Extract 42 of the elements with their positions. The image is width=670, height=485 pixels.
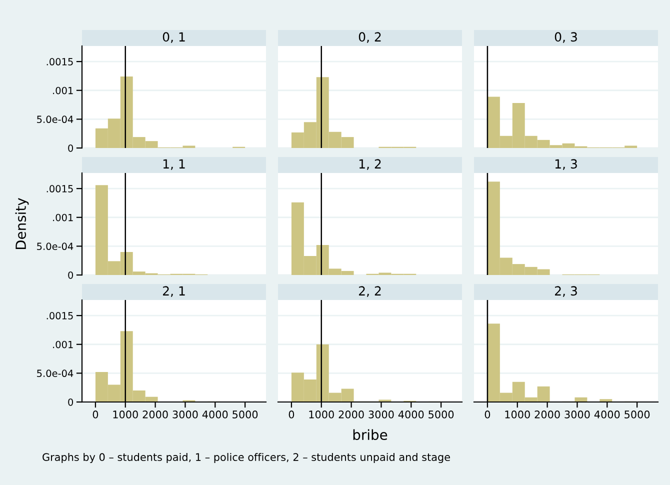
x-tick-label: 1000 xyxy=(505,410,530,418)
y-tick-label: 5.0e-04 xyxy=(37,242,74,250)
x-tick-label: 1000 xyxy=(309,410,334,418)
y-tick-label: .0015 xyxy=(46,185,73,192)
chart-title: 2, 1 xyxy=(162,286,185,297)
x-tick-label: 5000 xyxy=(624,410,650,418)
chart-title: 2, 2 xyxy=(358,286,381,297)
x-tick-label: 4000 xyxy=(202,410,228,418)
x-tick-label: 3000 xyxy=(564,410,590,418)
chart-title: 1, 1 xyxy=(163,159,185,170)
chart-title: 0, 2 xyxy=(358,32,381,43)
y-tick-label: 5.0e-04 xyxy=(37,116,74,124)
x-axis-title: bribe xyxy=(353,429,388,440)
x-tick-label: 2000 xyxy=(338,410,364,418)
x-tick-label: 5000 xyxy=(428,410,454,418)
x-tick-label: 3000 xyxy=(172,410,198,418)
x-tick-label: 2000 xyxy=(142,410,168,418)
chart-title: 2, 3 xyxy=(554,286,577,297)
x-tick-label: 0 xyxy=(288,410,294,418)
y-tick-label: 5.0e-04 xyxy=(37,370,74,378)
y-tick-label: .0015 xyxy=(46,58,73,66)
chart-title: 1, 2 xyxy=(359,159,381,170)
text: Graphs by 0 – students paid, 1 – police officers, 2 – students unpaid and stage xyxy=(42,452,450,464)
x-tick-label: 4000 xyxy=(594,410,620,418)
y-tick-label: 0 xyxy=(68,398,74,406)
y-tick-label: .0015 xyxy=(46,312,73,320)
y-tick-label: .001 xyxy=(53,214,73,222)
x-tick-label: 1000 xyxy=(113,410,138,418)
x-tick-label: 0 xyxy=(92,410,98,418)
x-tick-label: 4000 xyxy=(398,410,424,418)
y-tick-label: .001 xyxy=(53,86,73,94)
x-tick-label: 2000 xyxy=(534,410,560,418)
x-tick-label: 5000 xyxy=(232,410,258,418)
y-tick-label: .001 xyxy=(53,340,73,348)
y-tick-label: 0 xyxy=(68,271,74,279)
chart-title: 0, 3 xyxy=(554,32,577,43)
y-tick-label: 0 xyxy=(68,144,74,152)
chart-title: 1, 3 xyxy=(555,159,577,170)
y-axis-title: Density xyxy=(15,198,29,250)
x-tick-label: 0 xyxy=(484,410,490,418)
chart-title: 0, 1 xyxy=(162,32,185,43)
x-tick-label: 3000 xyxy=(368,410,394,418)
